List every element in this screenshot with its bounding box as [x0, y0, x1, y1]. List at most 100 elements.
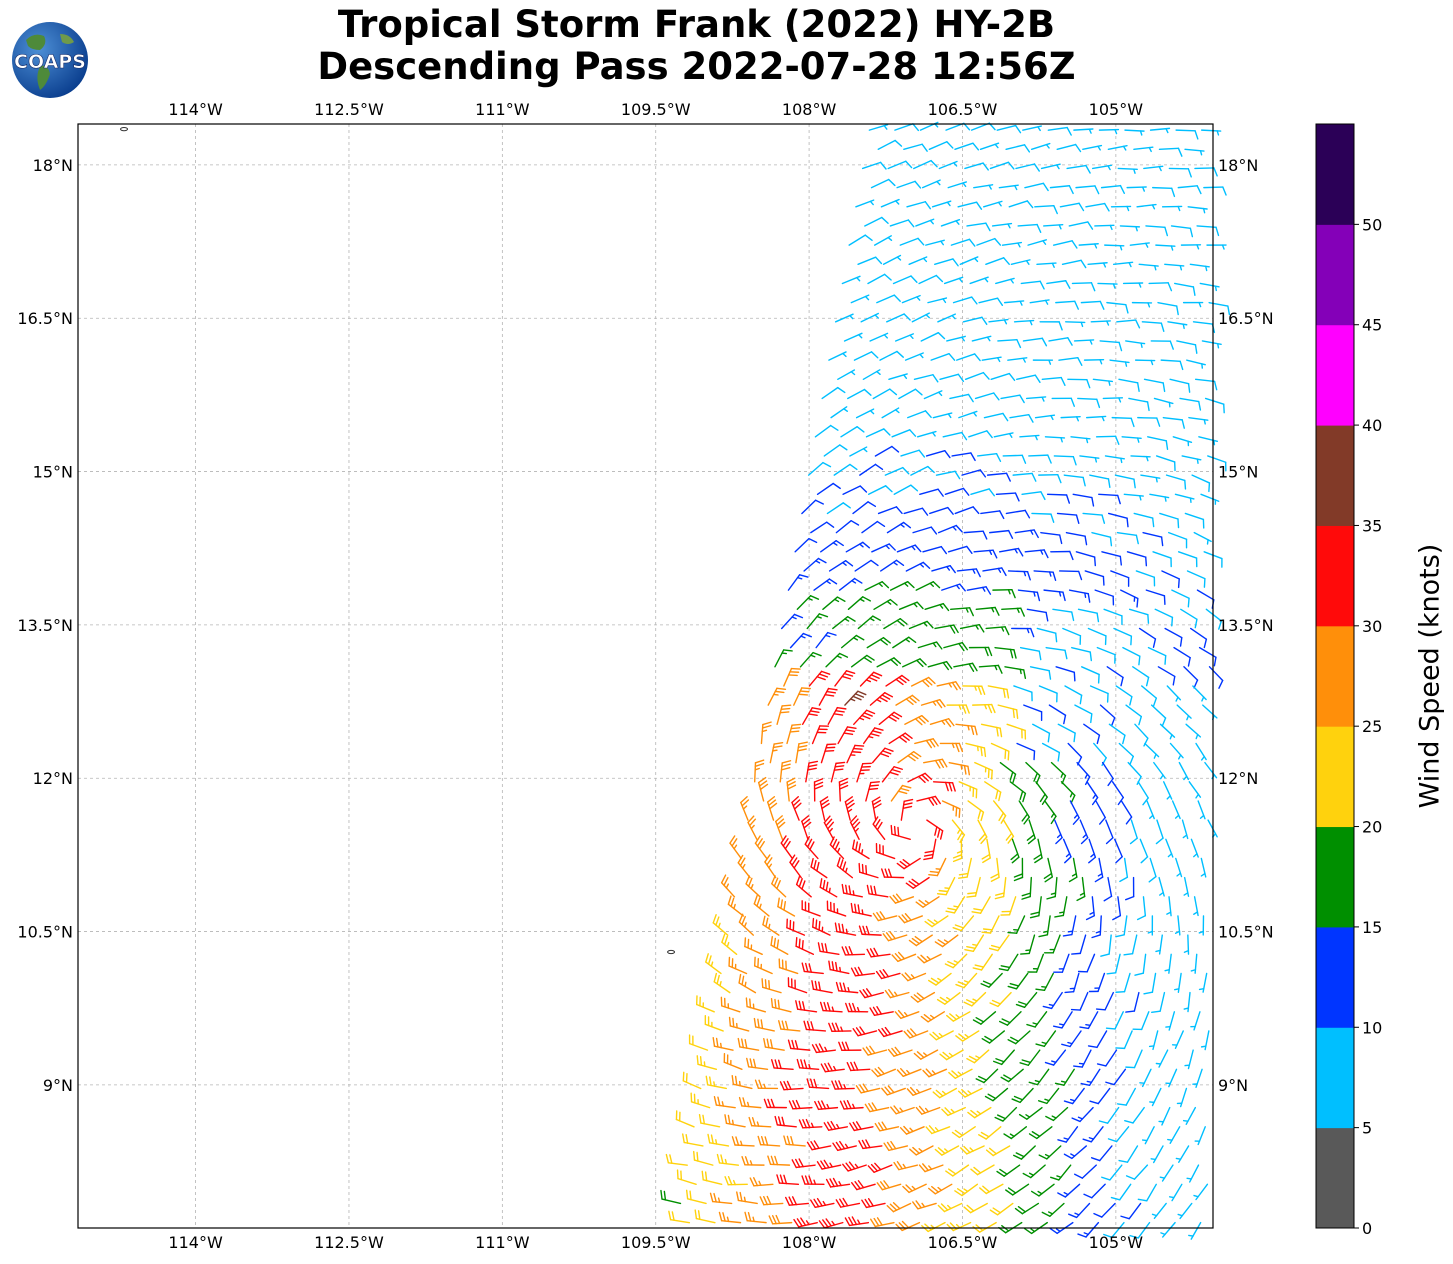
wind-barb: [993, 432, 1014, 438]
barb-feather: [932, 374, 939, 383]
barb-feather: [775, 1214, 781, 1225]
barb-half-feather: [1169, 734, 1173, 740]
barb-half-feather: [1082, 833, 1088, 839]
barb-staff: [900, 449, 920, 457]
barb-half-feather: [763, 1083, 767, 1090]
wind-barb: [878, 711, 903, 725]
barb-feather: [841, 883, 845, 894]
barb-feather: [904, 913, 912, 921]
barb-feather: [699, 1056, 703, 1066]
barb-staff: [1057, 723, 1076, 734]
barb-feather: [1177, 578, 1180, 589]
barb-feather: [1181, 419, 1185, 429]
barb-feather: [831, 1022, 837, 1032]
barb-feather: [952, 926, 962, 932]
barb-feather: [1107, 478, 1111, 489]
barb-feather: [968, 607, 974, 617]
barb-staff: [1133, 1164, 1149, 1180]
wind-barb: [971, 896, 991, 914]
barb-half-feather: [1088, 128, 1092, 134]
wind-barb: [900, 798, 914, 821]
wind-barb: [1155, 819, 1164, 845]
wind-barb: [1192, 685, 1207, 702]
wind-barb: [1149, 493, 1170, 502]
wind-barb: [903, 507, 929, 516]
wind-barb: [812, 917, 831, 936]
barb-feather: [987, 768, 990, 779]
barb-half-feather: [852, 890, 855, 896]
barb-feather: [1155, 837, 1164, 845]
wind-barb: [954, 142, 980, 151]
wind-barb: [1116, 1087, 1137, 1106]
barb-feather: [784, 840, 791, 850]
wind-barb: [1126, 186, 1147, 192]
wind-barb: [1088, 972, 1106, 993]
wind-barb: [1194, 1126, 1206, 1146]
barb-half-feather: [942, 298, 947, 304]
wind-barb: [1103, 608, 1123, 626]
barb-feather: [748, 1116, 753, 1127]
wind-barb: [1169, 742, 1184, 760]
barb-feather: [855, 841, 859, 852]
wind-barb: [817, 942, 840, 955]
barb-feather: [841, 675, 852, 680]
barb-staff: [964, 162, 984, 170]
wind-barb: [807, 461, 832, 476]
barb-half-feather: [715, 1139, 718, 1145]
wind-barb: [778, 1020, 801, 1032]
barb-staff: [1065, 531, 1086, 537]
barb-feather: [850, 1061, 855, 1071]
barb-half-feather: [1089, 339, 1093, 345]
barb-staff: [1167, 531, 1188, 540]
wind-barb: [973, 184, 994, 190]
wind-barb: [1160, 1221, 1176, 1238]
barb-staff: [939, 373, 960, 380]
barb-staff: [1177, 185, 1198, 189]
wind-barb: [1094, 589, 1115, 606]
wind-barb: [869, 332, 889, 342]
wind-barb: [1067, 378, 1091, 389]
barb-staff: [962, 316, 983, 323]
barb-feather: [712, 1037, 716, 1047]
barb-staff: [1204, 397, 1225, 405]
barb-feather: [944, 781, 949, 792]
barb-feather: [1152, 697, 1158, 707]
barb-staff: [810, 521, 828, 534]
wind-barb: [830, 761, 846, 783]
barb-half-feather: [756, 1121, 760, 1127]
barb-half-feather: [761, 729, 768, 733]
barb-feather: [1090, 1157, 1101, 1162]
wind-barb: [1183, 876, 1190, 897]
barb-half-feather: [1030, 1228, 1036, 1233]
barb-feather: [1021, 1059, 1032, 1064]
barb-feather: [951, 1131, 961, 1139]
wind-barb: [1114, 474, 1136, 489]
wind-barb: [867, 1162, 893, 1173]
barb-feather: [1054, 1082, 1065, 1086]
barb-staff: [1072, 493, 1093, 499]
wind-barb: [855, 408, 875, 419]
barb-feather: [697, 1210, 701, 1220]
wind-barb: [864, 581, 890, 591]
barb-feather: [812, 917, 815, 928]
barb-half-feather: [1093, 243, 1098, 249]
barb-staff: [1118, 742, 1134, 758]
wind-barb: [913, 1049, 939, 1060]
barb-staff: [1031, 512, 1052, 515]
barb-feather: [858, 862, 861, 873]
barb-staff: [1099, 704, 1116, 719]
barb-staff: [1110, 570, 1130, 579]
map-frame: [77, 123, 1214, 1229]
wind-barb: [1021, 491, 1046, 501]
barb-feather: [802, 818, 811, 826]
wind-barb: [815, 631, 837, 649]
wind-barb: [767, 1155, 791, 1166]
barb-staff: [970, 488, 990, 495]
barb-feather: [806, 1141, 813, 1151]
wind-barb: [1115, 972, 1131, 993]
barb-half-feather: [1159, 891, 1164, 896]
barb-feather: [1006, 688, 1010, 699]
barb-staff: [1137, 1221, 1151, 1239]
barb-feather: [939, 1053, 948, 1061]
wind-barb: [1129, 1221, 1151, 1239]
